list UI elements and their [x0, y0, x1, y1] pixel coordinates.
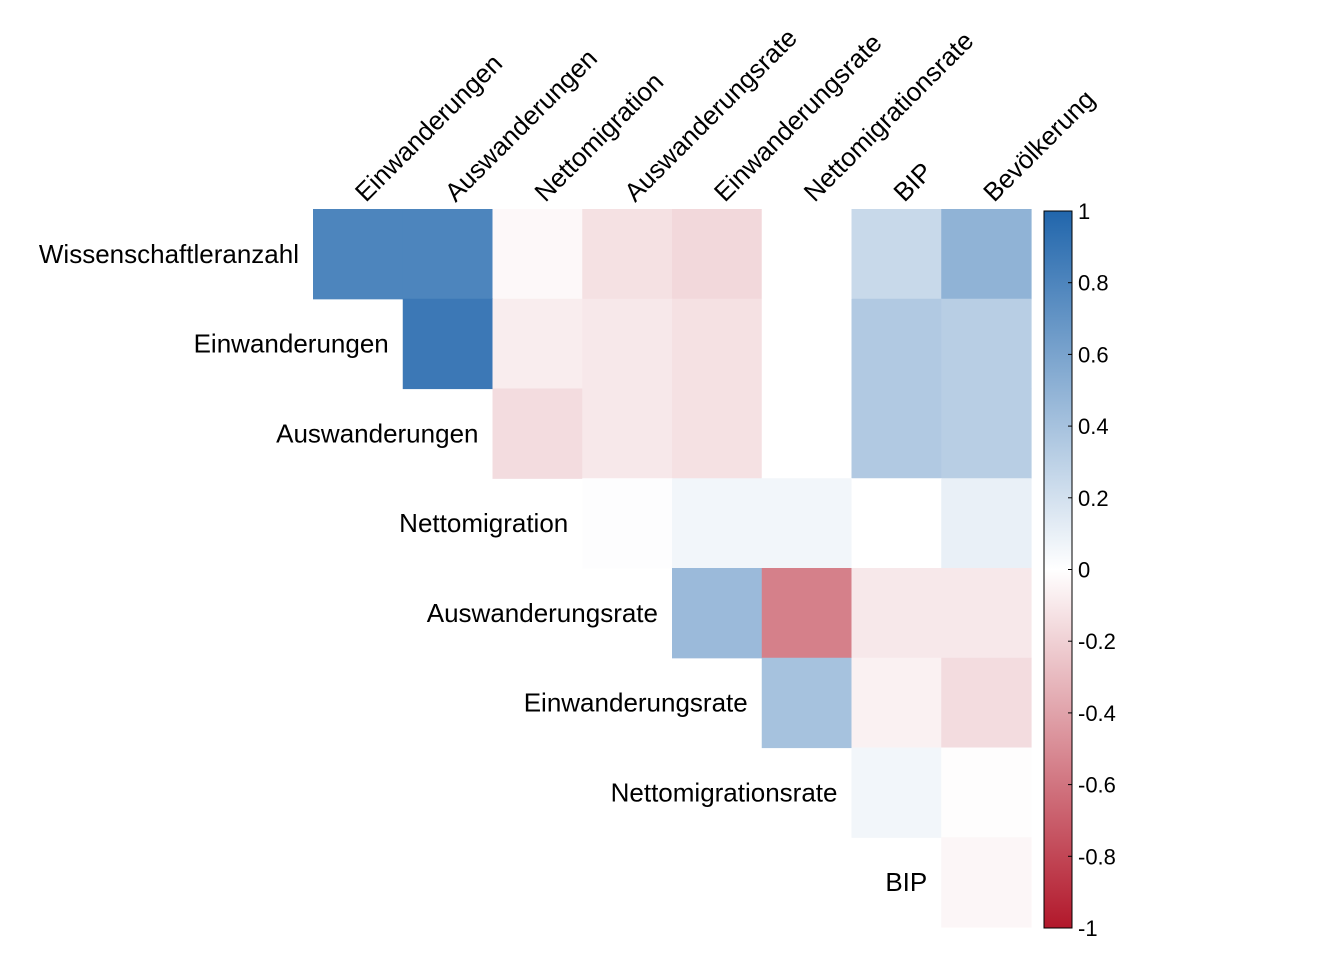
heatmap-cell — [761, 568, 853, 659]
heatmap-cell — [582, 478, 673, 569]
heatmap-cell — [851, 657, 942, 749]
legend-tick-label: 0.8 — [1078, 271, 1109, 296]
row-label: BIP — [885, 867, 927, 897]
heatmap-cells — [313, 209, 1032, 928]
heatmap-cell — [941, 657, 1032, 749]
heatmap-cell — [851, 388, 942, 479]
color-legend-bar — [1043, 210, 1073, 929]
heatmap-cell — [851, 298, 942, 390]
heatmap-cell — [941, 837, 1032, 928]
legend-tick-label: -0.6 — [1078, 773, 1116, 798]
color-legend-ticks: 1 0.8 0.6 0.4 0.2 0 -0.2 -0.4 -0.6 -0.8 -1 — [1068, 199, 1116, 941]
row-label: Wissenschaftleranzahl — [39, 239, 299, 269]
row-label: Nettomigrationsrate — [611, 777, 838, 807]
heatmap-cell — [402, 209, 494, 300]
heatmap-cell — [402, 298, 494, 390]
legend-tick-label: 0 — [1078, 558, 1090, 583]
color-legend: 1 0.8 0.6 0.4 0.2 0 -0.2 -0.4 -0.6 -0.8 -1 — [1043, 199, 1116, 941]
heatmap-cell — [582, 298, 673, 390]
legend-tick-label: -0.2 — [1078, 629, 1116, 654]
heatmap-cell — [941, 568, 1032, 659]
legend-tick-label: 0.4 — [1078, 414, 1109, 439]
heatmap-cell — [761, 478, 853, 569]
row-label: Einwanderungsrate — [524, 688, 748, 718]
heatmap-cell — [851, 747, 942, 838]
heatmap-cell — [761, 657, 853, 749]
legend-tick-label: 1 — [1078, 199, 1090, 224]
heatmap-cell — [761, 388, 853, 479]
row-label: Auswanderungsrate — [427, 598, 658, 628]
row-label: Nettomigration — [399, 508, 568, 538]
heatmap-cell — [492, 209, 583, 300]
column-label: Einwanderungen — [349, 48, 508, 207]
column-label: Bevölkerung — [977, 84, 1100, 207]
heatmap-cell — [672, 298, 763, 390]
heatmap-cell — [941, 298, 1032, 390]
legend-tick-label: 0.6 — [1078, 342, 1109, 367]
column-label: Auswanderungsrate — [618, 22, 803, 207]
heatmap-cell — [672, 388, 763, 479]
column-label: Einwanderungsrate — [708, 28, 888, 208]
heatmap-cell — [941, 388, 1032, 479]
heatmap-cell — [672, 209, 763, 300]
heatmap-cell — [851, 568, 942, 659]
heatmap-cell — [851, 209, 942, 300]
legend-tick-label: 0.2 — [1078, 486, 1109, 511]
heatmap-cell — [941, 747, 1032, 838]
legend-tick-label: -1 — [1078, 916, 1098, 941]
heatmap-cell — [672, 478, 763, 569]
heatmap-cell — [941, 478, 1032, 569]
heatmap-cell — [582, 388, 673, 479]
column-label: BIP — [887, 156, 938, 207]
legend-tick-label: -0.4 — [1078, 701, 1116, 726]
heatmap-cell — [761, 298, 853, 390]
heatmap-cell — [672, 568, 763, 659]
heatmap-cell — [761, 209, 853, 300]
heatmap-cell — [492, 388, 583, 479]
heatmap-cell — [851, 478, 942, 569]
row-labels: Wissenschaftleranzahl Einwanderungen Auswa… — [39, 239, 927, 897]
column-label: Nettomigrationsrate — [798, 26, 980, 208]
legend-tick-label: -0.8 — [1078, 844, 1116, 869]
heatmap-cell — [492, 298, 583, 390]
heatmap-cell — [313, 209, 404, 300]
row-label: Einwanderungen — [194, 329, 389, 359]
heatmap-cell — [941, 209, 1032, 300]
column-label: Auswanderungen — [439, 43, 603, 207]
heatmap-cell — [582, 209, 673, 300]
row-label: Auswanderungen — [276, 418, 478, 448]
